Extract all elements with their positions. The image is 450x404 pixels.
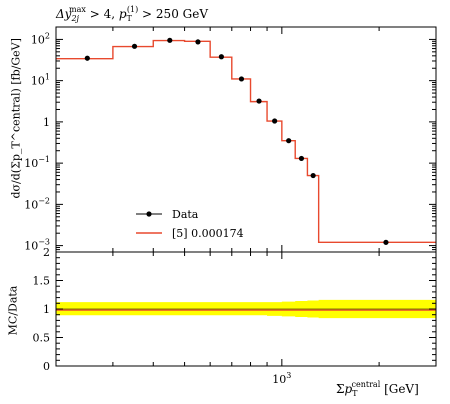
y-tick-label: 101 xyxy=(31,73,50,88)
chart-title: Δy2jmax > 4, pT(1) > 250 GeV xyxy=(56,5,208,23)
ratio-y-tick-label: 1.5 xyxy=(33,275,51,288)
ratio-y-tick-label: 0.5 xyxy=(33,332,51,345)
legend-mc-label: [5] 0.000174 xyxy=(172,227,244,240)
main-plot-frame xyxy=(55,26,437,253)
data-point xyxy=(298,155,305,162)
data-point xyxy=(195,39,201,45)
y-tick-label: 10−2 xyxy=(24,196,50,211)
ratio-y-axis-label: MC/Data xyxy=(6,285,20,336)
data-point xyxy=(238,76,245,82)
ratio-y-tick-label: 1 xyxy=(43,303,50,316)
data-point xyxy=(167,37,173,43)
y-tick-label: 10−3 xyxy=(24,238,50,253)
x-tick-label: 103 xyxy=(272,371,291,386)
data-point xyxy=(84,55,90,61)
y-tick-label: 10−1 xyxy=(24,155,50,170)
data-point xyxy=(310,172,316,179)
data-point xyxy=(131,43,138,49)
ratio-y-tick-label: 0 xyxy=(43,360,50,373)
main-y-axis-label: dσ/d(Σp_T^central) [fb/GeV] xyxy=(9,38,23,199)
data-point xyxy=(286,138,292,144)
data-point xyxy=(218,54,224,60)
y-tick-label: 102 xyxy=(31,31,50,46)
legend-data-label: Data xyxy=(172,208,199,221)
x-axis-label: ΣpTcentral [GeV] xyxy=(336,380,419,398)
mc-histogram-line xyxy=(56,39,436,244)
data-point xyxy=(256,98,262,104)
data-point xyxy=(383,239,389,245)
data-point xyxy=(272,118,278,124)
ratio-y-tick-label: 2 xyxy=(43,246,50,259)
legend-data-marker xyxy=(146,211,152,217)
y-tick-label: 1 xyxy=(43,116,50,129)
